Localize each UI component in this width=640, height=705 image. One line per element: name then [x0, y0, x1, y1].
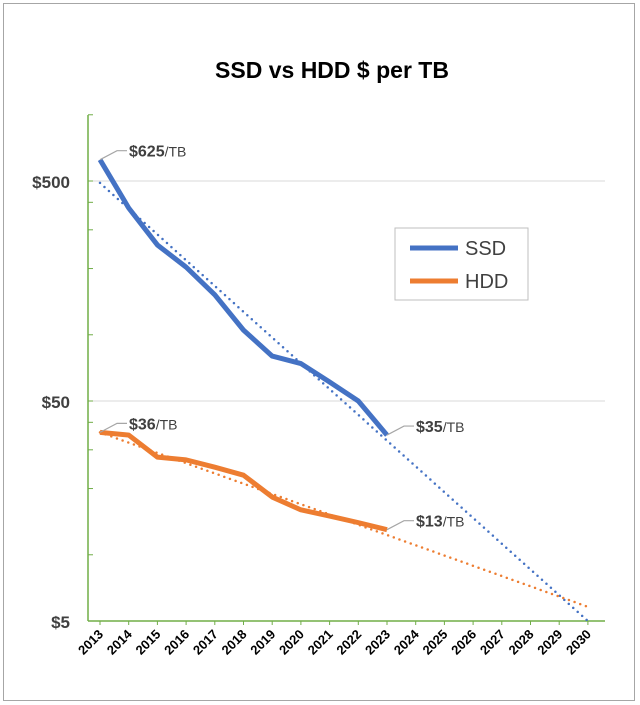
x-tick-label: 2014 — [104, 626, 136, 658]
x-tick-label: 2016 — [161, 627, 192, 658]
chart-title: SSD vs HDD $ per TB — [215, 57, 449, 83]
x-tick-label: 2021 — [305, 627, 336, 658]
data-label-unit: /TB — [165, 144, 187, 160]
trendline-ssd — [98, 181, 590, 623]
x-tick-label: 2024 — [391, 626, 423, 658]
data-label: $625/TB — [129, 144, 186, 161]
y-tick-label: $50 — [42, 393, 70, 412]
data-label-value: $625 — [129, 144, 165, 161]
x-tick-label: 2019 — [247, 627, 278, 658]
x-tick-label: 2028 — [506, 627, 537, 658]
data-label-unit: /TB — [156, 416, 178, 432]
chart-border — [3, 3, 635, 701]
data-label: $13/TB — [416, 514, 464, 531]
x-tick-label: 2025 — [419, 627, 450, 658]
data-label-leader — [99, 150, 127, 161]
data-label-leader — [99, 422, 127, 433]
legend-label-hdd: HDD — [465, 271, 508, 293]
data-label-leader — [386, 520, 414, 531]
legend: SSD HDD — [394, 227, 529, 301]
y-tick-label: $5 — [51, 613, 70, 632]
data-label-unit: /TB — [443, 514, 465, 530]
data-label-leader — [386, 425, 414, 436]
data-label-value: $13 — [416, 514, 443, 531]
data-label-value: $36 — [129, 416, 156, 433]
data-label-unit: /TB — [443, 419, 465, 435]
series-ssd: $625/TB$35/TB — [97, 144, 590, 623]
x-tick-label: 2015 — [132, 627, 163, 658]
x-tick-label: 2029 — [534, 627, 565, 658]
x-tick-label: 2027 — [477, 627, 508, 658]
series-hdd: $36/TB$13/TB — [98, 416, 590, 609]
x-tick-label: 2030 — [563, 627, 594, 658]
x-tick-label: 2018 — [219, 627, 250, 658]
x-tick-label: 2013 — [75, 627, 106, 658]
data-label: $36/TB — [129, 416, 177, 433]
line-hdd — [99, 429, 388, 533]
data-label-value: $35 — [416, 419, 443, 436]
legend-label-ssd: SSD — [465, 238, 506, 260]
y-tick-label: $500 — [32, 173, 70, 192]
x-tick-label: 2017 — [190, 627, 221, 658]
x-tick-label: 2022 — [333, 627, 364, 658]
line-ssd — [97, 158, 389, 437]
x-tick-label: 2023 — [362, 627, 393, 658]
data-label: $35/TB — [416, 419, 464, 436]
x-tick-label: 2026 — [448, 627, 479, 658]
legend-box — [394, 227, 529, 301]
x-tick-label: 2020 — [276, 627, 307, 658]
